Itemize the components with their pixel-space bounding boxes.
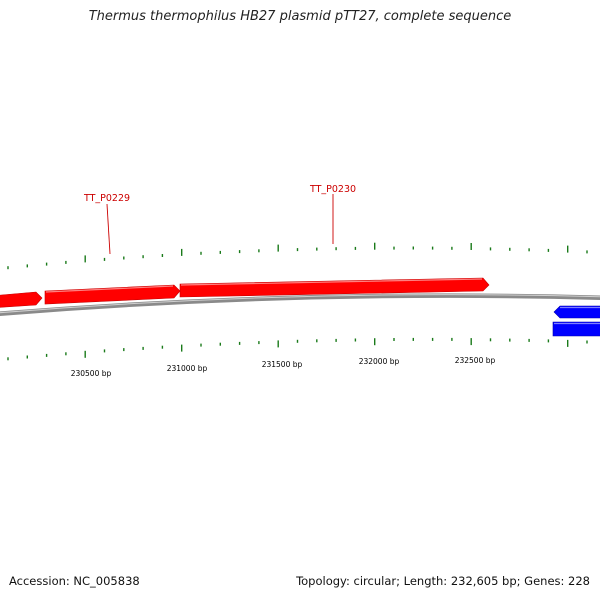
gene-label-tt-p0229[interactable]: TT_P0229 xyxy=(83,193,130,204)
sequence-backbone xyxy=(0,293,600,316)
gene-arrow-tt-p0230[interactable] xyxy=(179,277,490,298)
coordinate-label: 231000 bp xyxy=(167,364,208,373)
coordinate-label: 232000 bp xyxy=(359,357,400,366)
inner-tick-track xyxy=(7,337,588,361)
coordinate-label: 232500 bp xyxy=(455,356,496,365)
gene-arrow-highlight xyxy=(554,306,600,325)
gene-arrow-highlight xyxy=(45,278,483,293)
forward-gene-track xyxy=(0,277,490,308)
sequence-backbone-highlight xyxy=(0,294,600,314)
coordinate-label: 230500 bp xyxy=(71,369,112,378)
gene-label-lines xyxy=(106,194,334,255)
coordinate-labels: 230500 bp 231000 bp 231500 bp 232000 bp … xyxy=(71,356,496,378)
gene-arrow-reverse[interactable] xyxy=(553,305,600,319)
coordinate-label: 231500 bp xyxy=(262,360,303,369)
gene-arrow-reverse[interactable] xyxy=(552,321,600,337)
reverse-gene-track xyxy=(552,305,600,337)
accession-label: Accession: NC_005838 xyxy=(9,574,140,588)
outer-tick-track xyxy=(7,242,588,270)
label-leader-tt-p0229 xyxy=(106,203,111,255)
gene-arrow-tt-p0229[interactable] xyxy=(44,284,181,305)
gene-arrow[interactable] xyxy=(0,291,43,308)
genome-summary: Topology: circular; Length: 232,605 bp; … xyxy=(296,574,590,588)
map-title: Thermus thermophilus HB27 plasmid pTT27,… xyxy=(88,9,512,24)
gene-label-tt-p0230[interactable]: TT_P0230 xyxy=(309,184,356,195)
